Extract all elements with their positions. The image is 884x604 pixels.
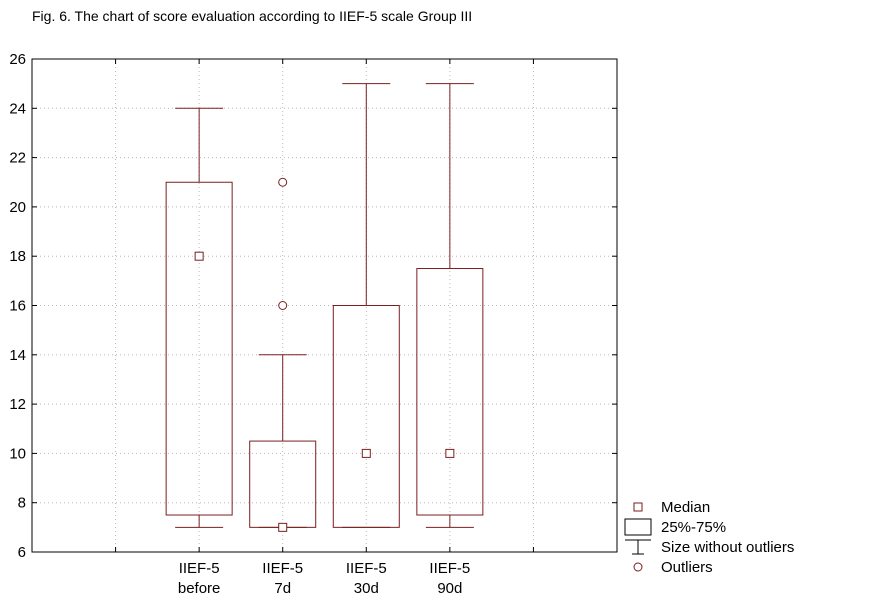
median-marker: [194, 251, 204, 261]
legend-label: Size without outliers: [661, 539, 794, 556]
median-marker: [445, 448, 455, 458]
x-tick-label: 30d: [354, 580, 379, 597]
iqr-box: [249, 440, 317, 528]
x-tick-label: 7d: [274, 580, 291, 597]
y-tick-label: 16: [9, 298, 26, 315]
legend-label: Outliers: [661, 559, 713, 576]
y-tick-label: 14: [9, 347, 26, 364]
x-tick-label: IIEF-5: [262, 560, 303, 577]
y-tick-label: 18: [9, 248, 26, 265]
x-tick-label: IIEF-5: [179, 560, 220, 577]
outlier-point: [278, 301, 288, 310]
y-tick-label: 10: [9, 445, 26, 462]
y-tick-label: 20: [9, 199, 26, 216]
y-tick-label: 6: [18, 544, 26, 561]
x-tick-label: IIEF-5: [346, 560, 387, 577]
legend-box-symbol: [624, 518, 652, 536]
legend-label: Median: [661, 499, 710, 516]
x-tick-label: before: [178, 580, 221, 597]
legend-label: 25%-75%: [661, 519, 726, 536]
chart-title: Fig. 6. The chart of score evaluation ac…: [32, 8, 473, 24]
median-marker: [278, 522, 288, 532]
iqr-box: [165, 181, 233, 516]
y-tick-label: 26: [9, 51, 26, 68]
iqr-box: [416, 268, 484, 516]
legend-median-symbol: [633, 502, 643, 512]
x-tick-label: 90d: [437, 580, 462, 597]
outlier-point: [278, 177, 288, 187]
y-tick-label: 24: [9, 100, 26, 117]
y-tick-label: 12: [9, 396, 26, 413]
median-marker: [361, 448, 371, 458]
x-tick-label: IIEF-5: [429, 560, 470, 577]
y-tick-label: 8: [18, 495, 26, 512]
y-tick-label: 22: [9, 150, 26, 167]
iqr-box: [332, 305, 400, 528]
legend-outlier-symbol: [633, 562, 643, 572]
